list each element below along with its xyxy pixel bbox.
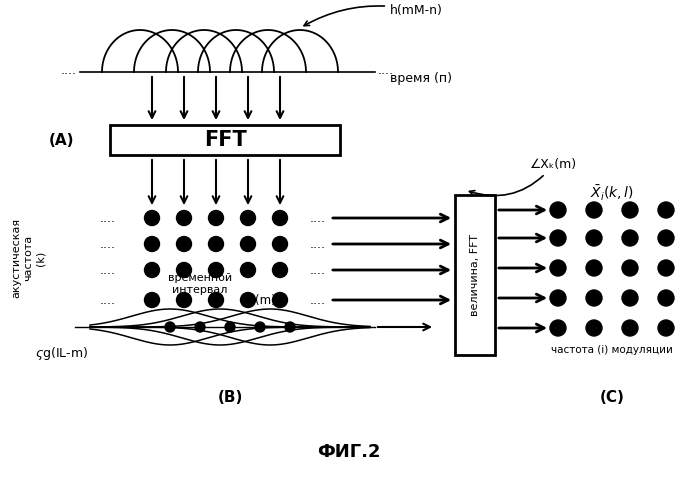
Circle shape [586, 320, 602, 336]
Circle shape [586, 260, 602, 276]
Text: (A): (A) [49, 133, 75, 148]
Text: частота (i) модуляции: частота (i) модуляции [551, 345, 673, 355]
Circle shape [195, 322, 205, 332]
Circle shape [208, 293, 224, 308]
Text: величина, FFT: величина, FFT [470, 234, 480, 316]
Circle shape [658, 320, 674, 336]
Circle shape [622, 202, 638, 218]
Text: ....: .... [310, 212, 326, 225]
Circle shape [550, 260, 566, 276]
Text: ....: .... [378, 64, 394, 77]
Text: ....: .... [100, 238, 116, 251]
Circle shape [586, 290, 602, 306]
Circle shape [255, 322, 265, 332]
Circle shape [622, 230, 638, 246]
Circle shape [177, 237, 192, 251]
Circle shape [145, 237, 159, 251]
Circle shape [208, 262, 224, 277]
Text: временной
интервал: временной интервал [168, 274, 232, 295]
Circle shape [550, 230, 566, 246]
Bar [455, 195, 495, 355]
Circle shape [586, 230, 602, 246]
Circle shape [550, 290, 566, 306]
Circle shape [550, 320, 566, 336]
Circle shape [165, 322, 175, 332]
Circle shape [177, 210, 192, 226]
Text: ∠Xₖ(m): ∠Xₖ(m) [470, 158, 577, 195]
Circle shape [550, 202, 566, 218]
Circle shape [622, 260, 638, 276]
Circle shape [177, 293, 192, 308]
Text: ....: .... [100, 263, 116, 276]
Circle shape [658, 290, 674, 306]
Circle shape [273, 210, 287, 226]
Circle shape [586, 202, 602, 218]
Text: $\bar{X}_i(k,l)$: $\bar{X}_i(k,l)$ [590, 183, 634, 203]
Circle shape [273, 237, 287, 251]
Circle shape [622, 320, 638, 336]
Circle shape [240, 293, 256, 308]
Circle shape [658, 260, 674, 276]
Text: акустическая
частота: акустическая частота [11, 218, 33, 298]
Text: ....: .... [100, 212, 116, 225]
Circle shape [240, 210, 256, 226]
Circle shape [208, 237, 224, 251]
Text: ФИГ.2: ФИГ.2 [317, 443, 381, 461]
Text: FFT: FFT [203, 130, 246, 150]
Text: (C): (C) [600, 390, 624, 406]
Text: (B): (B) [217, 390, 243, 406]
Bar [110, 125, 340, 155]
Text: ....: .... [310, 263, 326, 276]
Text: ....: .... [310, 238, 326, 251]
Circle shape [225, 322, 235, 332]
Circle shape [273, 262, 287, 277]
Circle shape [145, 262, 159, 277]
Text: h(mM-n): h(mM-n) [304, 4, 443, 26]
Circle shape [145, 210, 159, 226]
Circle shape [240, 237, 256, 251]
Text: (m): (m) [255, 294, 275, 307]
Circle shape [145, 293, 159, 308]
Circle shape [208, 210, 224, 226]
Text: $\varsigma$g(IL-m): $\varsigma$g(IL-m) [36, 345, 89, 362]
Circle shape [285, 322, 295, 332]
Text: (k): (k) [35, 251, 45, 266]
Text: время (п): время (п) [390, 71, 452, 84]
Text: ....: .... [310, 294, 326, 307]
Circle shape [240, 262, 256, 277]
Circle shape [658, 230, 674, 246]
Text: ....: .... [61, 64, 77, 77]
Circle shape [177, 262, 192, 277]
Text: ....: .... [100, 294, 116, 307]
Circle shape [622, 290, 638, 306]
Circle shape [658, 202, 674, 218]
Circle shape [273, 293, 287, 308]
